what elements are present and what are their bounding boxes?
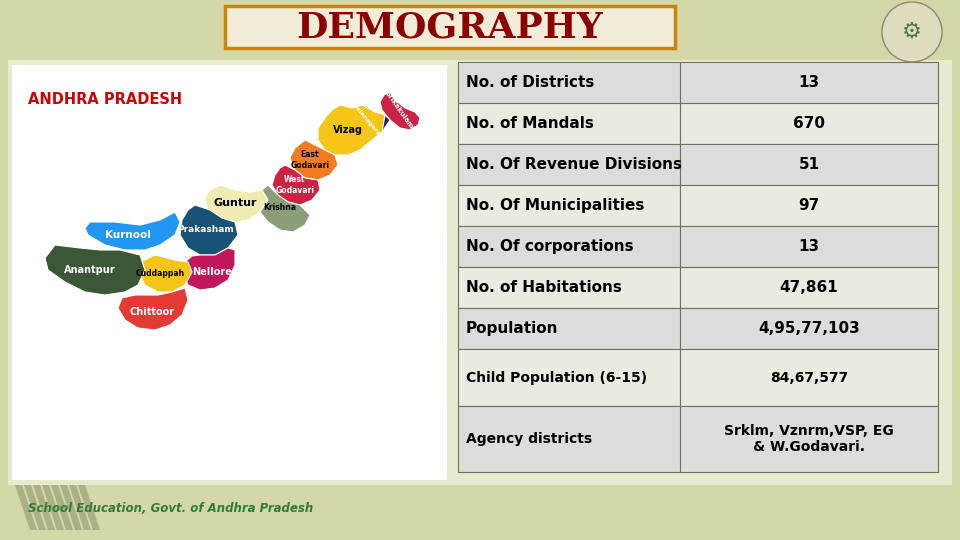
Polygon shape	[45, 245, 145, 295]
Text: 84,67,577: 84,67,577	[770, 370, 848, 384]
Text: 13: 13	[799, 239, 820, 254]
Text: Prakasham: Prakasham	[177, 226, 233, 234]
Text: No. of Mandals: No. of Mandals	[466, 116, 594, 131]
Polygon shape	[42, 485, 64, 530]
Text: 670: 670	[793, 116, 825, 131]
FancyBboxPatch shape	[458, 267, 680, 308]
FancyBboxPatch shape	[680, 308, 938, 349]
Text: Anantpur: Anantpur	[64, 265, 116, 275]
Text: 13: 13	[799, 75, 820, 90]
Polygon shape	[60, 485, 82, 530]
FancyBboxPatch shape	[458, 407, 680, 472]
FancyBboxPatch shape	[680, 349, 938, 407]
FancyBboxPatch shape	[680, 144, 938, 185]
FancyBboxPatch shape	[680, 185, 938, 226]
Polygon shape	[182, 248, 235, 290]
FancyBboxPatch shape	[458, 349, 680, 407]
Text: 51: 51	[799, 157, 820, 172]
Polygon shape	[380, 92, 420, 130]
FancyBboxPatch shape	[458, 62, 680, 103]
Text: 47,861: 47,861	[780, 280, 838, 295]
Text: Chittoor: Chittoor	[130, 307, 175, 317]
Polygon shape	[180, 205, 238, 255]
FancyBboxPatch shape	[680, 407, 938, 472]
Text: No. Of Revenue Divisions: No. Of Revenue Divisions	[466, 157, 682, 172]
Polygon shape	[205, 185, 268, 222]
FancyBboxPatch shape	[680, 62, 938, 103]
Polygon shape	[24, 485, 46, 530]
FancyBboxPatch shape	[458, 144, 680, 185]
Text: Guntur: Guntur	[213, 198, 256, 208]
FancyBboxPatch shape	[458, 226, 680, 267]
Polygon shape	[350, 105, 390, 140]
Polygon shape	[318, 105, 385, 155]
Text: West
Godavari: West Godavari	[276, 176, 315, 195]
Text: DEMOGRAPHY: DEMOGRAPHY	[297, 10, 603, 44]
Text: 97: 97	[799, 198, 820, 213]
Text: No. Of Municipalities: No. Of Municipalities	[466, 198, 644, 213]
Text: No. of Districts: No. of Districts	[466, 75, 594, 90]
Text: Nellore: Nellore	[192, 267, 232, 277]
FancyBboxPatch shape	[8, 60, 952, 485]
Polygon shape	[33, 485, 55, 530]
Text: Krishna: Krishna	[263, 204, 297, 213]
Text: East
Godavari: East Godavari	[291, 150, 329, 170]
Text: Kurnool: Kurnool	[105, 230, 151, 240]
FancyBboxPatch shape	[458, 308, 680, 349]
Text: Vizianagaram: Vizianagaram	[350, 102, 385, 142]
FancyBboxPatch shape	[680, 267, 938, 308]
Polygon shape	[85, 212, 180, 250]
Polygon shape	[138, 255, 192, 292]
FancyBboxPatch shape	[458, 185, 680, 226]
Text: 4,95,77,103: 4,95,77,103	[758, 321, 860, 336]
Polygon shape	[78, 485, 100, 530]
Text: No. of Habitations: No. of Habitations	[466, 280, 622, 295]
Text: ANDHRA PRADESH: ANDHRA PRADESH	[28, 92, 182, 107]
Polygon shape	[69, 485, 91, 530]
Text: Agency districts: Agency districts	[466, 432, 592, 446]
Polygon shape	[15, 485, 37, 530]
Text: Srikakulam: Srikakulam	[384, 90, 415, 130]
Text: School Education, Govt. of Andhra Pradesh: School Education, Govt. of Andhra Prades…	[28, 502, 313, 515]
Text: ⚙: ⚙	[902, 22, 922, 42]
Text: Population: Population	[466, 321, 559, 336]
Text: Child Population (6-15): Child Population (6-15)	[466, 370, 647, 384]
Text: Cuddappah: Cuddappah	[135, 269, 184, 279]
FancyBboxPatch shape	[12, 65, 447, 480]
FancyBboxPatch shape	[680, 226, 938, 267]
Polygon shape	[118, 288, 188, 330]
Text: Srklm, Vznrm,VSP, EG
& W.Godavari.: Srklm, Vznrm,VSP, EG & W.Godavari.	[724, 424, 894, 454]
Text: Vizag: Vizag	[333, 125, 363, 135]
Text: No. Of corporations: No. Of corporations	[466, 239, 634, 254]
Polygon shape	[290, 140, 338, 180]
FancyBboxPatch shape	[458, 103, 680, 144]
Polygon shape	[272, 165, 320, 205]
FancyBboxPatch shape	[680, 103, 938, 144]
Polygon shape	[51, 485, 73, 530]
Polygon shape	[258, 185, 310, 232]
Circle shape	[882, 2, 942, 62]
FancyBboxPatch shape	[225, 6, 675, 48]
